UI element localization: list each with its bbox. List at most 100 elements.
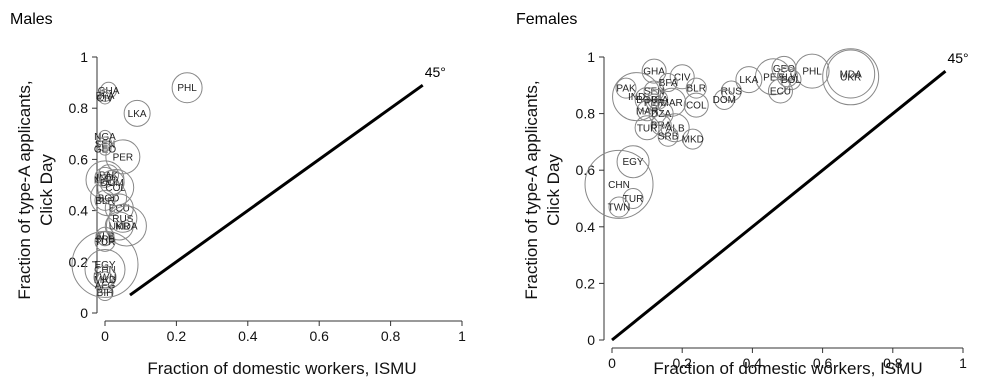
males-bubble-geo	[98, 142, 112, 156]
males-axes: 0 0.2 0.4 0.6 0.8 1 0 0.2 0.4 0.6 0.8 1	[69, 49, 467, 344]
females-x-tick-label: 0.8	[883, 355, 903, 371]
males-ylabel-line2: Click Day	[37, 154, 56, 226]
males-bubble-egy	[71, 230, 139, 298]
males-bubble-ecu	[104, 193, 134, 223]
males-point-label-lka: LKA	[128, 109, 147, 120]
females-point-label-mkd: MKD	[682, 135, 704, 146]
males-point-label-ukr: UKR	[109, 221, 130, 232]
females-bubble-per2	[645, 93, 663, 111]
females-bubble-phl	[794, 53, 830, 89]
females-axes: 0 0.2 0.4 0.6 0.8 1 0 0.2 0.4 0.6 0.8 1	[576, 49, 968, 371]
males-point-label-blr: BLR	[95, 196, 114, 207]
males-y-tick-label: 0.6	[69, 151, 89, 167]
females-bubble-srb	[657, 125, 679, 147]
males-45-degree-line	[129, 83, 424, 297]
females-ylabel-line2: Click Day	[544, 154, 563, 226]
females-bubble-ecu	[767, 78, 793, 104]
males-45-degree-label: 45°	[425, 64, 446, 80]
females-bubble-lka	[735, 66, 763, 94]
females-point-label-ukr: UKR	[840, 72, 861, 83]
females-bubble-bol	[780, 69, 802, 91]
males-bubble-civ	[98, 91, 112, 105]
males-bubble-pak	[98, 164, 120, 186]
females-point-label-tur: TUR	[637, 123, 658, 134]
males-bubble-nga	[98, 129, 112, 143]
females-45-degree-label: 45°	[947, 50, 968, 66]
females-bubble-tur2	[622, 188, 644, 209]
females-y-tick-label: 0	[587, 332, 595, 348]
males-title: Males	[10, 11, 53, 28]
females-bubble-egy	[616, 145, 650, 179]
females-point-label-bfa: BFA	[659, 78, 678, 89]
males-bubble-afg	[96, 276, 114, 294]
males-point-label-afg: AFG	[95, 280, 116, 291]
females-bubble-slv	[777, 66, 798, 88]
females-y-tick-label: 0.8	[576, 106, 596, 122]
males-bubble-dom	[99, 169, 125, 195]
females-point-label-mar: MAR	[661, 98, 683, 109]
males-x-tick-label: 0	[101, 328, 109, 344]
females-point-label-ecu: ECU	[770, 86, 791, 97]
females-ylabel-line1: Fraction of type-A applicants,	[522, 80, 541, 299]
males-bubble-chn	[84, 248, 126, 290]
females-bubble-civ	[669, 64, 695, 90]
females-point-label-dom: DOM	[713, 95, 736, 106]
males-point-label-alb: ALB	[96, 232, 115, 243]
males-point-label-egy: EGY	[94, 260, 115, 271]
females-point-label-civ: CIV	[674, 72, 691, 83]
males-x-tick-label: 0.2	[167, 328, 187, 344]
males-panel: Males Fraction of type-A applicants, Cli…	[10, 11, 466, 378]
males-point-label-sen: SEN	[95, 140, 116, 151]
males-x-tick-label: 1	[458, 328, 466, 344]
females-y-tick-label: 1	[587, 49, 595, 65]
males-bubble-ind	[94, 166, 116, 188]
females-point-label-mda: MDA	[840, 69, 863, 80]
females-panel: Females Fraction of type-A applicants, C…	[516, 11, 969, 378]
males-bubble-rus	[108, 203, 138, 233]
females-point-label-geo: GEO	[773, 64, 795, 75]
females-point-label-phl: PHL	[802, 67, 822, 78]
males-point-label-civ: CIV	[97, 93, 114, 104]
males-x-tick-label: 0.4	[238, 328, 258, 344]
females-point-label-sen: SEN	[644, 86, 665, 97]
females-point-label-srb: SRB	[658, 132, 679, 143]
females-bubble-twn	[608, 196, 630, 218]
females-point-label-col: COL	[686, 101, 707, 112]
males-point-label-per: PER	[113, 152, 134, 163]
females-point-label-blr: BLR	[687, 84, 706, 95]
females-point-label-chn: CHN	[608, 180, 630, 191]
females-point-label-tur2: TUR	[623, 194, 644, 205]
males-y-tick-label: 0.2	[69, 254, 89, 270]
females-bubble-ind	[612, 72, 662, 122]
males-y-tick-label: 0.8	[69, 100, 89, 116]
females-bubble-tur	[634, 115, 660, 141]
males-bubble-bfa	[98, 88, 112, 102]
females-x-tick-label: 0.2	[672, 355, 692, 371]
females-point-label-twn: TWN	[608, 202, 631, 213]
females-x-tick-label: 0.6	[813, 355, 833, 371]
females-bubble-gha	[641, 58, 667, 84]
males-ylabel-line1: Fraction of type-A applicants,	[15, 80, 34, 299]
females-point-label-gha: GHA	[643, 67, 665, 78]
females-45-degree-line	[611, 69, 947, 342]
females-bubble-rus	[720, 80, 742, 102]
males-y-tick-label: 1	[80, 49, 88, 65]
females-point-label-lka: LKA	[739, 75, 758, 86]
females-bubble-bra	[650, 114, 672, 136]
females-bubble-per	[754, 58, 792, 96]
females-bubble-col	[683, 92, 709, 118]
females-bubble-ukr	[822, 48, 880, 106]
females-bubbles: GEO PHL MDAUKRPERSLVBOLECUGHACIVBFABLRLKAR…	[584, 48, 880, 219]
males-bubble-bih	[96, 284, 114, 302]
females-bubble-mar2	[636, 100, 658, 122]
males-bubble-mkd	[96, 271, 114, 289]
females-title: Females	[516, 11, 577, 28]
males-point-label-mar: MAR	[94, 175, 116, 186]
females-bubble-mda	[826, 49, 876, 99]
females-bubble-pak	[615, 77, 637, 99]
males-xlabel: Fraction of domestic workers, ISMU	[147, 359, 416, 378]
females-y-tick-label: 0.6	[576, 162, 596, 178]
females-point-label-ind: IND	[628, 92, 645, 103]
females-x-tick-label: 1	[959, 355, 967, 371]
